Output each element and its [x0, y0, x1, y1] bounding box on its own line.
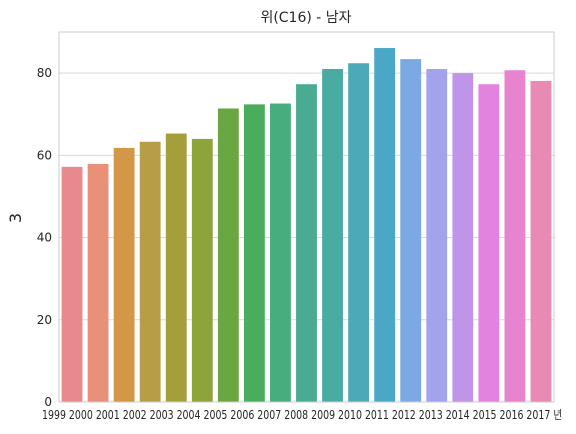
- bar-2006: [243, 104, 265, 402]
- chart-title: 위(C16) - 남자: [260, 10, 351, 26]
- y-axis-label: 3: [6, 213, 25, 223]
- bars: [61, 48, 552, 403]
- bar-2013: [426, 69, 448, 402]
- plot-frame: [58, 31, 555, 403]
- bar-2003: [165, 133, 187, 403]
- y-ticks: 0 20 40 60 80: [37, 66, 52, 409]
- bar-2010: [348, 63, 370, 402]
- bar-2017: [530, 80, 552, 402]
- bar-2002: [139, 141, 161, 402]
- y-tick-label: 20: [37, 313, 52, 327]
- y-tick-label: 60: [37, 148, 52, 162]
- bar-2008: [296, 84, 317, 402]
- bar-2012: [400, 59, 422, 403]
- y-tick-label: 80: [37, 66, 52, 80]
- bar-2011: [374, 48, 396, 403]
- bar-2007: [270, 103, 291, 403]
- y-tick-label: 40: [37, 231, 52, 245]
- bar-2005: [217, 108, 239, 402]
- y-tick-label: 0: [44, 395, 52, 409]
- bar-1999: [61, 166, 83, 402]
- bar-2015: [478, 84, 500, 402]
- bar-2009: [322, 69, 343, 402]
- bar-2000: [87, 163, 109, 402]
- bar-2001: [113, 147, 135, 402]
- bar-2016: [504, 70, 526, 402]
- bar-2004: [191, 138, 213, 402]
- bar-2014: [452, 73, 474, 402]
- x-axis-text: 1999 2000 2001 2002 2003 2004 2005 2006 …: [42, 408, 562, 422]
